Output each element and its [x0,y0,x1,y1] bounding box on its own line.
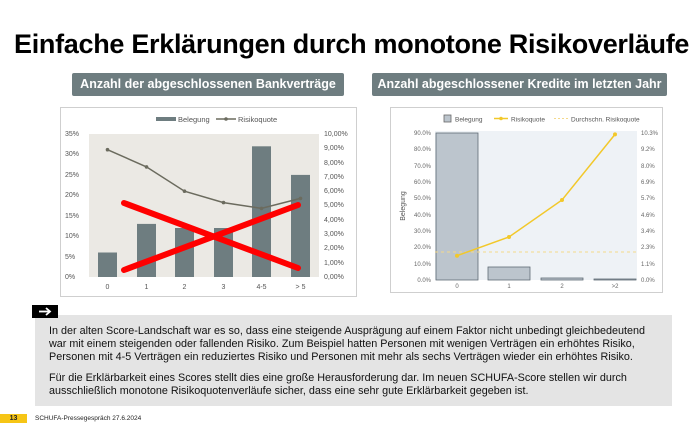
svg-text:Durchschn. Risikoquote: Durchschn. Risikoquote [571,117,640,124]
svg-text:1.1%: 1.1% [641,262,655,268]
left-bars [98,146,310,277]
svg-text:10%: 10% [65,233,79,240]
bar-2 [175,228,194,277]
svg-text:30.0%: 30.0% [414,229,432,235]
svg-text:4-5: 4-5 [256,284,266,291]
slide-title: Einfache Erklärungen durch monotone Risi… [14,29,690,59]
svg-text:2.3%: 2.3% [641,245,655,251]
svg-text:10.3%: 10.3% [641,131,659,137]
svg-text:35%: 35% [65,131,79,138]
svg-text:6.9%: 6.9% [641,180,655,186]
svg-text:9.2%: 9.2% [641,147,655,153]
explanation-paragraph-1: In der alten Score-Landschaft war es so,… [49,325,646,364]
svg-text:4,00%: 4,00% [324,217,344,224]
left-chart-header: Anzahl der abgeschlossenen Bankverträge [72,73,344,96]
legend-bar-swatch [156,117,176,121]
right-risk-line [456,133,616,257]
svg-text:2: 2 [183,284,187,291]
svg-text:5.7%: 5.7% [641,196,655,202]
legend-belegung: Belegung [178,115,210,124]
svg-text:8,00%: 8,00% [324,160,344,167]
svg-text:5,00%: 5,00% [324,202,344,209]
arrow-right-icon [32,305,58,318]
left-y-axis: 0% 5% 10% 15% 20% 25% 30% 35% [65,131,79,281]
svg-text:40.0%: 40.0% [414,213,432,219]
svg-text:50.0%: 50.0% [414,196,432,202]
svg-text:10.0%: 10.0% [414,262,432,268]
svg-text:0: 0 [455,284,459,290]
left-y2-axis: 0,00% 1,00% 2,00% 3,00% 4,00% 5,00% 6,00… [324,131,348,281]
svg-text:3,00%: 3,00% [324,231,344,238]
svg-text:30%: 30% [65,151,79,158]
bar-0 [98,252,117,277]
right-legend: Belegung Risikoquote Durchschn. Risikoqu… [443,114,640,124]
legend-risikoquote: Risikoquote [238,115,277,124]
left-chart-svg: Belegung Risikoquote 0% 5% 10% 15% 20% 2… [65,115,348,291]
svg-text:>2: >2 [612,284,620,290]
svg-text:0.0%: 0.0% [417,278,431,284]
svg-text:15%: 15% [65,213,79,220]
svg-text:8.0%: 8.0% [641,164,655,170]
svg-text:0,00%: 0,00% [324,274,344,281]
svg-text:6,00%: 6,00% [324,188,344,195]
svg-text:60.0%: 60.0% [414,180,432,186]
right-ylabel: Belegung [400,191,407,221]
svg-text:90.0%: 90.0% [414,131,432,137]
right-chart-svg: Belegung Risikoquote Durchschn. Risikoqu… [400,114,659,290]
explanation-paragraph-2: Für die Erklärbarkeit eines Scores stell… [49,371,627,397]
explanation-box: In der alten Score-Landschaft war es so,… [35,315,672,406]
svg-text:10,00%: 10,00% [324,131,348,138]
bar-0 [435,132,479,281]
left-chart: Belegung Risikoquote 0% 5% 10% 15% 20% 2… [60,107,357,297]
svg-text:1,00%: 1,00% [324,260,344,267]
svg-text:3: 3 [222,284,226,291]
svg-text:5%: 5% [65,254,75,261]
svg-text:4.6%: 4.6% [641,213,655,219]
svg-text:0.0%: 0.0% [641,278,655,284]
svg-text:9,00%: 9,00% [324,145,344,152]
bar-4-5 [252,146,271,277]
bar-1 [487,266,531,281]
svg-text:7,00%: 7,00% [324,174,344,181]
svg-text:1: 1 [145,284,149,291]
svg-text:> 5: > 5 [296,284,306,291]
svg-text:80.0%: 80.0% [414,147,432,153]
svg-text:1: 1 [507,284,511,290]
right-chart-header: Anzahl abgeschlossener Kredite im letzte… [372,73,667,96]
svg-text:25%: 25% [65,172,79,179]
red-cross-icon [121,200,301,273]
footer-text: SCHUFA-Pressegespräch 27.6.2024 [35,415,142,422]
svg-text:0: 0 [106,284,110,291]
page-number-badge: 13 [0,414,27,423]
bar-2 [540,277,584,281]
left-x-axis: 0 1 2 3 4-5 > 5 [106,284,306,291]
svg-text:20%: 20% [65,192,79,199]
bar-gt2 [593,278,637,281]
svg-text:Belegung: Belegung [455,117,483,124]
right-y-axis: 0.0% 10.0% 20.0% 30.0% 40.0% 50.0% 60.0%… [414,131,432,284]
left-risk-line [107,149,301,210]
svg-text:0%: 0% [65,274,75,281]
svg-text:2: 2 [560,284,564,290]
right-y2-axis: 0.0% 1.1% 2.3% 3.4% 4.6% 5.7% 6.9% 8.0% … [641,131,659,284]
left-legend: Belegung Risikoquote [156,115,277,124]
bar-gt5 [291,174,310,277]
svg-text:20.0%: 20.0% [414,245,432,251]
svg-text:2,00%: 2,00% [324,245,344,252]
right-x-axis: 0 1 2 >2 [455,284,619,290]
svg-text:Risikoquote: Risikoquote [511,117,545,124]
right-chart: Belegung Risikoquote Durchschn. Risikoqu… [390,107,663,293]
svg-text:70.0%: 70.0% [414,164,432,170]
bar-1 [137,223,156,277]
svg-text:3.4%: 3.4% [641,229,655,235]
